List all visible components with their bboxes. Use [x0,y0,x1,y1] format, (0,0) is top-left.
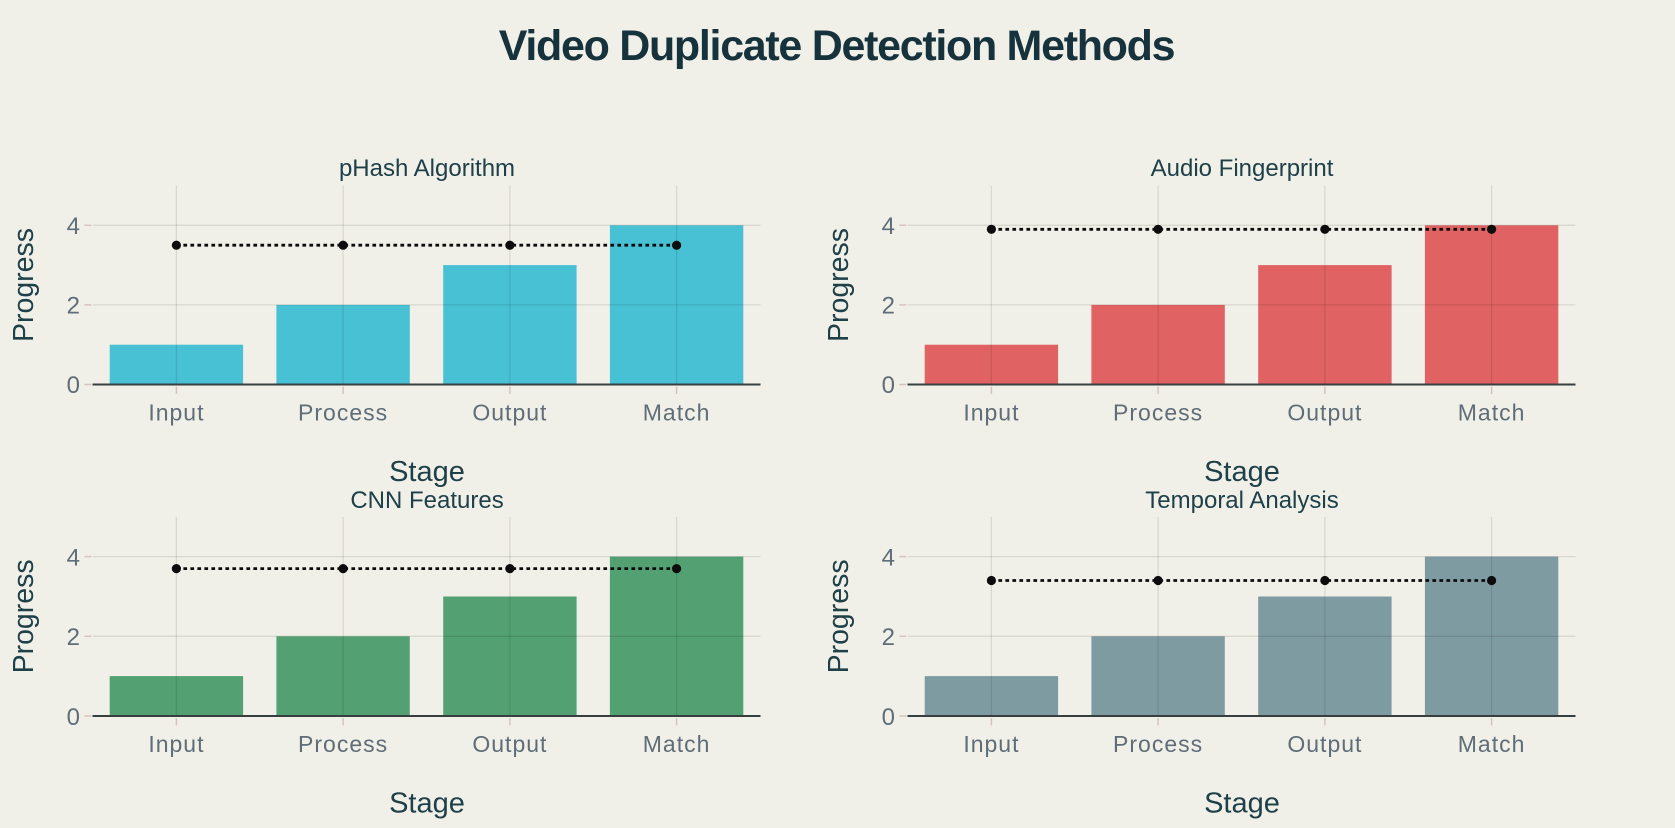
svg-text:CNN Features: CNN Features [350,487,503,514]
svg-text:Process: Process [298,399,388,425]
svg-text:Input: Input [963,399,1019,425]
svg-text:Match: Match [1458,399,1526,425]
svg-text:Input: Input [148,731,204,757]
svg-text:2: 2 [882,293,895,320]
svg-text:Stage: Stage [1204,456,1280,488]
svg-text:Process: Process [1113,731,1203,757]
svg-text:4: 4 [67,213,80,240]
svg-text:Process: Process [1113,399,1203,425]
svg-text:Output: Output [472,731,547,757]
svg-text:Match: Match [1458,731,1526,757]
svg-text:Match: Match [643,731,711,757]
svg-text:4: 4 [882,544,895,571]
svg-text:Output: Output [1287,731,1362,757]
svg-text:Audio Fingerprint: Audio Fingerprint [1151,155,1334,182]
svg-text:0: 0 [67,704,80,731]
svg-text:Input: Input [963,731,1019,757]
svg-text:2: 2 [67,293,80,320]
svg-text:Stage: Stage [389,456,465,488]
svg-text:Progress: Progress [8,228,40,342]
svg-text:Progress: Progress [823,559,855,673]
svg-text:Output: Output [1287,399,1362,425]
svg-text:0: 0 [882,372,895,399]
svg-text:Input: Input [148,399,204,425]
svg-text:Output: Output [472,399,547,425]
svg-text:4: 4 [67,544,80,571]
svg-text:2: 2 [67,624,80,651]
svg-text:0: 0 [67,372,80,399]
svg-text:Temporal Analysis: Temporal Analysis [1145,487,1338,514]
svg-text:0: 0 [882,704,895,731]
svg-text:Stage: Stage [389,788,465,820]
svg-text:Video Duplicate Detection Meth: Video Duplicate Detection Methods [499,22,1175,70]
svg-text:Progress: Progress [823,228,855,342]
svg-text:4: 4 [882,213,895,240]
svg-text:Process: Process [298,731,388,757]
svg-text:2: 2 [882,624,895,651]
svg-text:Progress: Progress [8,559,40,673]
svg-text:pHash Algorithm: pHash Algorithm [339,155,515,182]
svg-text:Match: Match [643,399,711,425]
svg-text:Stage: Stage [1204,788,1280,820]
